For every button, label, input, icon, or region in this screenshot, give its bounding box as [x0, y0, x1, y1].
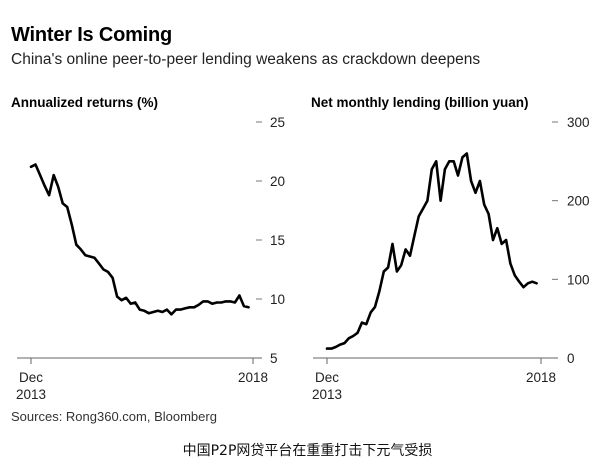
- right-chart-title: Net monthly lending (billion yuan): [311, 95, 529, 110]
- lending-x-tick-label: Dec: [315, 370, 339, 385]
- lending-y-tick-label: 200: [567, 194, 590, 209]
- lending-x-tick-label: 2018: [526, 370, 556, 385]
- chinese-caption: 中国P2P网贷平台在重重打击下元气受损: [182, 443, 433, 459]
- returns-series-line: [29, 163, 250, 316]
- returns-y-tick-label: 20: [270, 174, 285, 189]
- figure-title: Winter Is Coming: [11, 24, 173, 46]
- lending-y-tick-label: 100: [567, 272, 590, 287]
- lending-y-tick-label: 300: [567, 115, 590, 130]
- returns-y-tick-label: 5: [270, 351, 278, 366]
- returns-x-tick-label-year: 2013: [16, 387, 46, 402]
- returns-y-tick-label: 10: [270, 292, 285, 307]
- lending-x-tick-label-year: 2013: [312, 387, 342, 402]
- lending-series-line: [325, 152, 538, 350]
- returns-y-tick-label: 25: [270, 115, 285, 130]
- figure-subtitle: China's online peer-to-peer lending weak…: [11, 51, 481, 68]
- left-chart-title: Annualized returns (%): [11, 95, 159, 110]
- source-note: Sources: Rong360.com, Bloomberg: [11, 409, 217, 424]
- lending-y-tick-label: 0: [567, 351, 575, 366]
- returns-x-tick-label: 2018: [238, 370, 268, 385]
- returns-x-tick-label: Dec: [19, 370, 43, 385]
- returns-y-tick-label: 15: [270, 233, 285, 248]
